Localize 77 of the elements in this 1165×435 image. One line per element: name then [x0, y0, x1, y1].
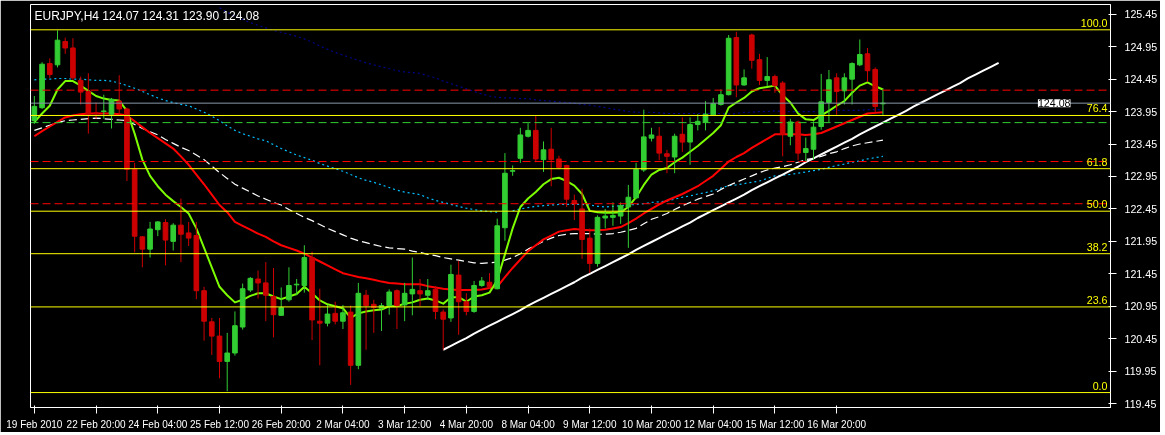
candlestick — [324, 304, 331, 327]
x-tick-label: 25 Feb 12:00 — [190, 418, 250, 430]
candlestick — [208, 317, 215, 356]
candlestick — [386, 288, 393, 316]
candlestick — [610, 201, 616, 227]
candlestick — [316, 288, 323, 366]
candlestick — [332, 301, 339, 325]
candlestick — [170, 222, 177, 251]
candlestick — [139, 235, 146, 268]
y-tick-label: 124.95 — [1124, 40, 1158, 53]
candlestick — [147, 221, 153, 259]
x-tick-label: 24 Feb 04:00 — [128, 418, 188, 430]
y-tick-label: 124.45 — [1124, 73, 1158, 86]
candlestick — [833, 72, 840, 116]
candlestick — [849, 61, 855, 105]
x-tick-label: 26 Feb 20:00 — [251, 418, 312, 430]
ref-line-label: 124.08 — [1037, 97, 1071, 110]
candlestick — [424, 278, 431, 301]
candlestick — [417, 278, 423, 307]
x-tick-label: 2 Mar 04:00 — [316, 418, 371, 430]
candlestick — [517, 127, 524, 164]
y-tick-label: 125.45 — [1124, 8, 1158, 21]
candlestick — [262, 261, 269, 322]
candlestick — [602, 208, 609, 229]
x-tick-label: 16 Mar 20:00 — [807, 418, 867, 430]
candlestick — [664, 149, 670, 174]
x-tick-label: 15 Mar 12:00 — [745, 418, 805, 430]
y-tick-label: 119.95 — [1124, 365, 1157, 378]
candlestick — [772, 74, 778, 94]
x-tick-label: 22 Feb 20:00 — [66, 418, 126, 430]
candlestick — [741, 68, 747, 87]
annotation: 38.2 — [1086, 240, 1108, 253]
x-tick-label: 8 Mar 04:00 — [501, 418, 556, 430]
candlestick — [340, 304, 346, 330]
candlestick — [548, 127, 555, 187]
candlestick — [679, 116, 686, 153]
y-tick-label: 119.45 — [1124, 397, 1157, 410]
candlestick — [46, 57, 53, 79]
candlestick — [100, 94, 107, 120]
candlestick — [764, 56, 771, 87]
x-tick-label: 9 Mar 12:00 — [563, 418, 617, 430]
annotation: 0.0 — [1092, 379, 1108, 392]
x-tick-label: 3 Mar 12:00 — [377, 418, 432, 430]
candlestick — [671, 133, 678, 174]
candlestick — [255, 270, 261, 299]
x-tick-label: 4 Mar 20:00 — [439, 418, 494, 430]
annotation: 76.4 — [1086, 102, 1108, 115]
candlestick — [394, 288, 400, 330]
y-tick-label: 120.45 — [1124, 332, 1158, 345]
x-tick-label: 12 Mar 04:00 — [683, 418, 744, 430]
candlestick — [440, 309, 447, 351]
candlestick — [802, 137, 809, 163]
annotation: 100.0 — [1080, 16, 1108, 29]
y-tick-label: 123.95 — [1124, 105, 1158, 118]
candlestick — [756, 53, 763, 86]
candlestick — [178, 198, 184, 263]
y-tick-label: 122.95 — [1124, 170, 1158, 183]
candlestick — [864, 47, 871, 83]
candlestick — [286, 266, 292, 303]
x-tick-label: 10 Mar 20:00 — [622, 418, 682, 430]
y-tick-label: 120.95 — [1124, 300, 1158, 313]
candlestick — [363, 289, 369, 351]
candlestick — [93, 101, 99, 120]
candlestick — [278, 286, 285, 317]
y-tick-label: 121.45 — [1124, 267, 1158, 280]
candlestick — [856, 39, 863, 67]
x-tick-label: 19 Feb 2010 — [6, 418, 63, 430]
chart-title: EURJPY,H4 124.07 124.31 123.90 124.08 — [34, 8, 260, 23]
candlestick — [540, 140, 547, 173]
candlestick — [224, 332, 231, 392]
y-tick-label: 123.45 — [1124, 138, 1158, 151]
y-tick-label: 122.45 — [1124, 202, 1158, 215]
annotation: 23.6 — [1086, 293, 1108, 306]
candlestick — [162, 218, 169, 266]
candlestick — [841, 72, 848, 105]
y-tick-label: 121.95 — [1124, 235, 1158, 248]
candlestick — [656, 126, 663, 161]
